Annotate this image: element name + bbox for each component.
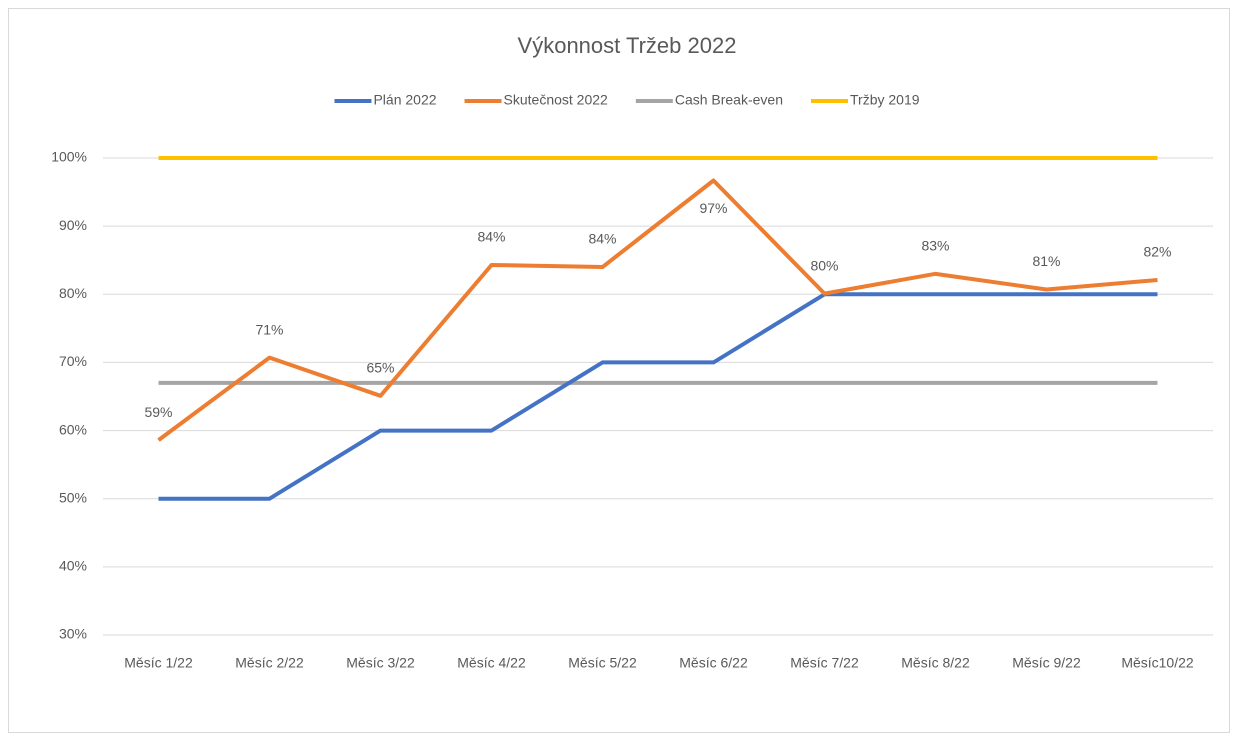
data-label: 80% (810, 257, 838, 273)
x-tick-label: Měsíc 8/22 (901, 655, 970, 671)
legend-label: Skutečnost 2022 (504, 92, 609, 108)
data-label: 71% (255, 321, 283, 337)
x-tick-label: Měsíc 9/22 (1012, 655, 1081, 671)
x-tick-label: Měsíc 1/22 (124, 655, 193, 671)
chart-title: Výkonnost Tržeb 2022 (518, 33, 737, 58)
y-tick-label: 80% (59, 285, 87, 301)
x-tick-label: Měsíc 6/22 (679, 655, 748, 671)
chart-border (8, 8, 1230, 733)
y-tick-label: 30% (59, 626, 87, 642)
data-label: 82% (1143, 244, 1171, 260)
data-label: 84% (477, 229, 505, 245)
x-tick-label: Měsíc 5/22 (568, 655, 637, 671)
data-label: 84% (588, 231, 616, 247)
y-tick-label: 40% (59, 558, 87, 574)
series-line (158, 292, 1158, 501)
x-tick-label: Měsíc 4/22 (457, 655, 526, 671)
legend-label: Cash Break-even (675, 92, 783, 108)
y-tick-label: 70% (59, 353, 87, 369)
data-label: 83% (921, 238, 949, 254)
data-label: 81% (1032, 253, 1060, 269)
y-tick-label: 50% (59, 489, 87, 505)
data-label: 65% (366, 360, 394, 376)
series-line (157, 178, 1158, 442)
x-tick-label: Měsíc 3/22 (346, 655, 415, 671)
legend-label: Plán 2022 (373, 92, 436, 108)
x-tick-label: Měsíc 2/22 (235, 655, 304, 671)
x-tick-label: Měsíc 7/22 (790, 655, 859, 671)
y-tick-label: 100% (51, 149, 87, 165)
data-label: 97% (699, 200, 727, 216)
y-tick-label: 90% (59, 217, 87, 233)
data-label: 59% (144, 404, 172, 420)
y-tick-label: 60% (59, 421, 87, 437)
x-tick-label: Měsíc10/22 (1121, 655, 1194, 671)
legend-label: Tržby 2019 (850, 92, 920, 108)
